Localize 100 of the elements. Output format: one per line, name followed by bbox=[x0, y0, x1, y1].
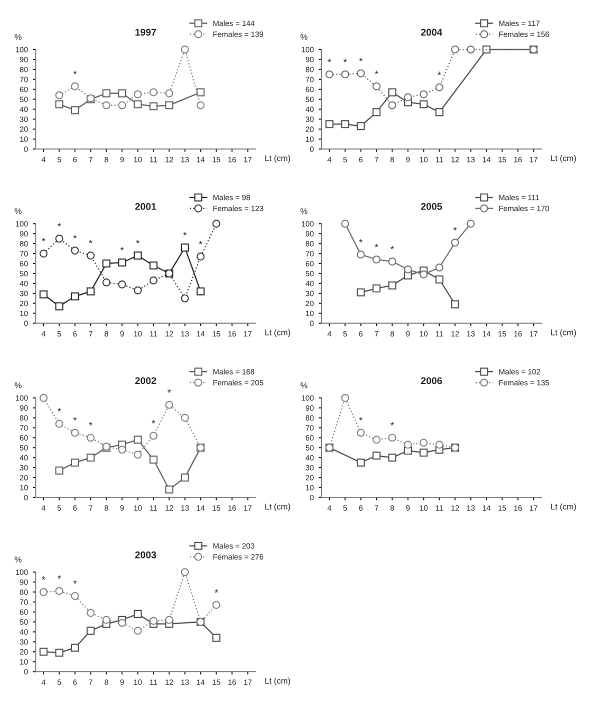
point bbox=[149, 261, 158, 270]
point bbox=[180, 294, 189, 302]
annotation: * bbox=[152, 420, 156, 424]
annotation: * bbox=[120, 246, 124, 250]
chart-title: 2003 bbox=[135, 551, 156, 558]
y-axis-title: % bbox=[300, 208, 308, 214]
point bbox=[435, 275, 444, 284]
point bbox=[435, 83, 444, 92]
point bbox=[356, 250, 365, 259]
point bbox=[118, 258, 126, 267]
point bbox=[388, 101, 396, 110]
point bbox=[180, 244, 189, 252]
point bbox=[70, 428, 79, 437]
chart-title: 2005 bbox=[421, 203, 442, 210]
point bbox=[86, 608, 95, 617]
chart-title: 1997 bbox=[135, 28, 156, 36]
point bbox=[212, 220, 220, 228]
point bbox=[388, 454, 396, 462]
annotation: * bbox=[374, 70, 378, 74]
point bbox=[86, 287, 95, 296]
y-axis-title: % bbox=[14, 382, 22, 388]
point bbox=[40, 290, 48, 298]
point bbox=[149, 432, 158, 440]
x-axis-title: Lt (cm) bbox=[551, 155, 576, 163]
point bbox=[196, 287, 205, 296]
annotation: * bbox=[198, 240, 202, 244]
annotation: * bbox=[453, 226, 457, 230]
point bbox=[134, 610, 142, 618]
point bbox=[70, 106, 79, 114]
point bbox=[55, 302, 64, 310]
point bbox=[341, 394, 350, 402]
point bbox=[212, 634, 220, 642]
y-axis-title: % bbox=[300, 34, 308, 40]
point bbox=[149, 616, 158, 625]
annotation: * bbox=[58, 575, 61, 579]
point bbox=[70, 644, 79, 652]
point bbox=[435, 108, 444, 116]
annotation: * bbox=[42, 238, 46, 242]
point bbox=[55, 586, 64, 596]
point bbox=[356, 122, 365, 130]
point bbox=[466, 45, 475, 54]
annotation: * bbox=[328, 58, 332, 62]
x-axis-title: Lt (cm) bbox=[265, 329, 290, 337]
point bbox=[165, 616, 174, 624]
annotation: * bbox=[374, 244, 378, 248]
point bbox=[118, 446, 126, 454]
x-axis-title: Lt (cm) bbox=[265, 503, 290, 512]
point bbox=[451, 45, 460, 54]
point bbox=[180, 45, 189, 54]
point bbox=[196, 252, 205, 261]
point bbox=[55, 466, 64, 475]
annotation: * bbox=[136, 240, 140, 244]
chart-title: 2006 bbox=[421, 377, 442, 384]
point bbox=[134, 436, 142, 444]
point bbox=[404, 440, 412, 449]
point bbox=[134, 450, 142, 459]
x-axis-title: Lt (cm) bbox=[265, 155, 290, 163]
point bbox=[118, 280, 126, 288]
point bbox=[356, 428, 365, 437]
point bbox=[372, 452, 381, 460]
point bbox=[372, 256, 381, 264]
point bbox=[40, 394, 48, 402]
point bbox=[149, 102, 158, 110]
point bbox=[435, 263, 444, 272]
point bbox=[341, 220, 350, 228]
annotation: * bbox=[359, 238, 363, 242]
point bbox=[70, 246, 79, 255]
x-axis-title: Lt (cm) bbox=[551, 503, 576, 512]
point bbox=[165, 101, 174, 110]
point bbox=[404, 93, 412, 102]
annotation: * bbox=[58, 408, 61, 412]
annotation: * bbox=[88, 422, 92, 426]
annotation: * bbox=[58, 222, 61, 226]
annotation: * bbox=[73, 580, 77, 584]
point bbox=[420, 90, 428, 98]
point bbox=[388, 281, 396, 290]
point bbox=[134, 100, 142, 108]
point bbox=[86, 454, 95, 462]
x-axis-title: Lt (cm) bbox=[551, 329, 576, 337]
point bbox=[372, 436, 381, 444]
point bbox=[70, 82, 79, 90]
point bbox=[70, 292, 79, 300]
point bbox=[325, 120, 334, 128]
point bbox=[180, 474, 189, 482]
point bbox=[404, 265, 412, 274]
chart-title: 2004 bbox=[421, 28, 442, 36]
point bbox=[420, 438, 428, 447]
point bbox=[40, 648, 48, 656]
point bbox=[102, 89, 110, 98]
point bbox=[149, 276, 158, 284]
chart-title: 2001 bbox=[135, 203, 156, 210]
annotation: * bbox=[73, 417, 77, 421]
annotation: * bbox=[214, 589, 218, 593]
point bbox=[180, 568, 189, 576]
annotation: * bbox=[42, 576, 46, 580]
point bbox=[341, 120, 350, 128]
annotation: * bbox=[438, 72, 442, 76]
annotation: * bbox=[390, 246, 394, 250]
y-axis-title: % bbox=[14, 556, 22, 562]
annotation: * bbox=[343, 58, 347, 62]
